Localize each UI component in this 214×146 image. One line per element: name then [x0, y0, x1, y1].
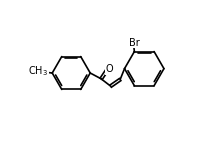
Text: O: O: [105, 64, 113, 74]
Text: O: O: [40, 67, 48, 77]
Text: Br: Br: [129, 38, 140, 48]
Text: CH$_3$: CH$_3$: [28, 65, 48, 78]
